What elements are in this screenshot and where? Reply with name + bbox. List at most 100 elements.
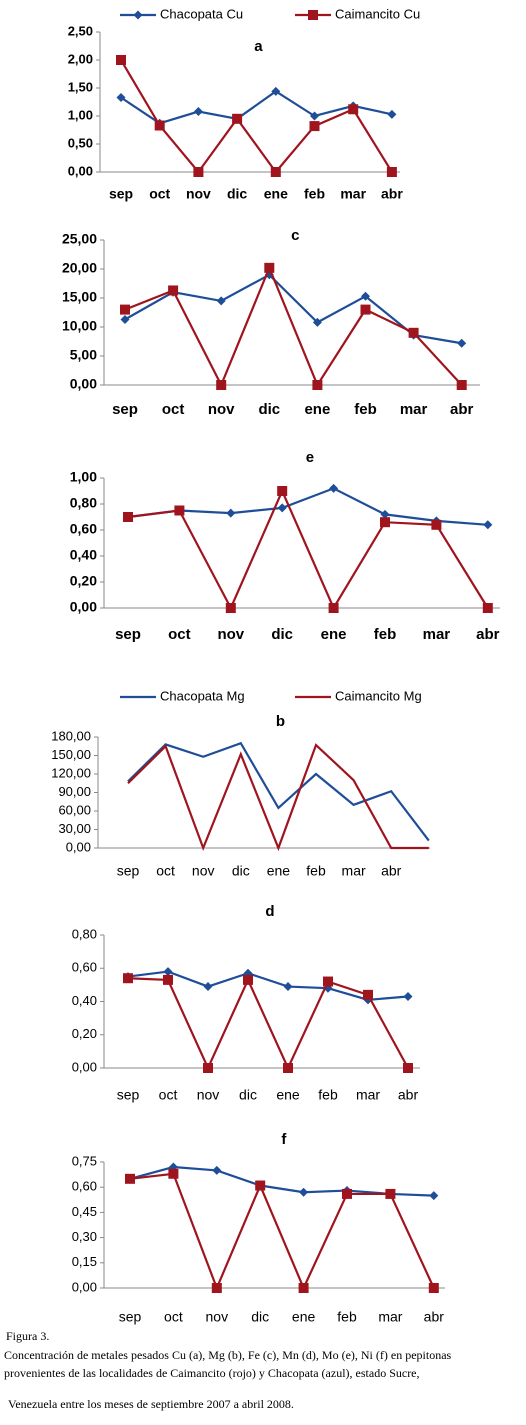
marker [386, 167, 397, 177]
marker [380, 509, 390, 519]
x-tick-label: dic [227, 186, 247, 202]
marker [174, 505, 185, 516]
y-tick-label: 0,00 [66, 839, 91, 854]
y-tick-label: 0,40 [70, 547, 97, 563]
chart-title: a [254, 38, 263, 55]
marker [387, 109, 397, 119]
x-tick-label: ene [267, 863, 291, 879]
chart-title: e [306, 449, 314, 466]
x-tick-label: sep [117, 1087, 140, 1103]
chart-title: b [276, 713, 285, 730]
x-tick-label: sep [112, 401, 138, 418]
marker [125, 1173, 135, 1184]
y-tick-label: 0,75 [72, 1153, 97, 1168]
marker [123, 512, 133, 522]
x-tick-label: ene [292, 1309, 316, 1325]
marker [193, 167, 204, 177]
y-tick-label: 180,00 [51, 728, 91, 743]
marker [310, 111, 319, 121]
y-tick-label: 2,00 [68, 51, 93, 66]
x-tick-label: feb [374, 626, 397, 643]
marker [216, 380, 227, 390]
marker [154, 120, 165, 131]
y-tick-label: 15,00 [62, 289, 97, 305]
marker [431, 519, 442, 530]
x-tick-label: oct [159, 1087, 178, 1103]
y-tick-label: 0,60 [72, 960, 97, 975]
legend-label: Chacopata Mg [160, 688, 245, 703]
marker [168, 1168, 179, 1179]
x-tick-label: abr [398, 1087, 419, 1103]
x-tick-label: ene [264, 186, 288, 202]
y-tick-label: 5,00 [70, 347, 97, 363]
marker [212, 1165, 222, 1175]
series-line [120, 90, 393, 125]
marker [483, 520, 493, 530]
x-tick-label: nov [217, 626, 244, 643]
marker [457, 338, 467, 348]
caption-label: Figura 3. [6, 1329, 49, 1343]
marker [163, 967, 173, 977]
x-tick-label: sep [115, 626, 141, 643]
y-tick-label: 0,60 [70, 521, 97, 537]
marker [342, 1188, 352, 1199]
caption-line: Venezuela entre los meses de septiembre … [8, 1397, 294, 1411]
caption-line: provenientes de las localidades de Caima… [4, 1366, 420, 1380]
marker [408, 327, 419, 338]
y-tick-label: 0,45 [72, 1204, 97, 1219]
series-line [127, 741, 430, 842]
y-tick-label: 0,80 [70, 495, 97, 511]
x-tick-label: dic [258, 401, 280, 418]
marker [312, 380, 323, 390]
x-tick-label: feb [354, 401, 377, 418]
y-tick-label: 150,00 [51, 747, 91, 762]
marker [329, 483, 339, 493]
series-line [127, 488, 489, 611]
marker [232, 113, 243, 124]
legend-marker [308, 10, 318, 20]
x-tick-label: nov [186, 186, 211, 202]
y-tick-label: 0,00 [72, 1059, 97, 1074]
marker [299, 1187, 309, 1197]
x-tick-label: dic [239, 1087, 257, 1103]
x-tick-label: oct [164, 1309, 183, 1325]
x-tick-label: abr [424, 1309, 445, 1325]
y-tick-label: 0,40 [72, 993, 97, 1008]
marker [123, 973, 133, 984]
marker [168, 285, 179, 296]
legend-marker [133, 10, 143, 20]
x-tick-label: ene [304, 401, 330, 418]
y-tick-label: 10,00 [62, 318, 97, 334]
x-tick-label: mar [378, 1309, 402, 1325]
marker [482, 603, 493, 613]
marker [429, 1191, 439, 1201]
x-tick-label: mar [356, 1087, 380, 1103]
y-tick-label: 0,80 [72, 926, 97, 941]
x-tick-label: dic [271, 626, 293, 643]
x-tick-label: nov [206, 1309, 229, 1325]
y-tick-label: 0,60 [72, 1179, 97, 1194]
marker [163, 974, 173, 985]
series-line [120, 59, 393, 174]
series-line [127, 970, 409, 1001]
y-tick-label: 0,20 [72, 1026, 97, 1041]
y-tick-label: 1,00 [70, 469, 97, 485]
marker [361, 291, 370, 301]
x-tick-label: oct [149, 186, 170, 202]
marker [283, 982, 293, 992]
marker [226, 508, 236, 518]
y-tick-label: 0,00 [70, 599, 97, 615]
marker [298, 1283, 309, 1293]
x-tick-label: abr [381, 186, 403, 202]
y-tick-label: 25,00 [62, 231, 97, 247]
marker [225, 603, 236, 613]
x-tick-label: oct [168, 626, 191, 643]
marker [216, 296, 226, 306]
marker [277, 486, 288, 496]
series-line [129, 1172, 435, 1291]
marker [363, 989, 373, 1000]
marker [428, 1283, 439, 1293]
x-tick-label: sep [119, 1309, 142, 1325]
marker [456, 380, 467, 390]
